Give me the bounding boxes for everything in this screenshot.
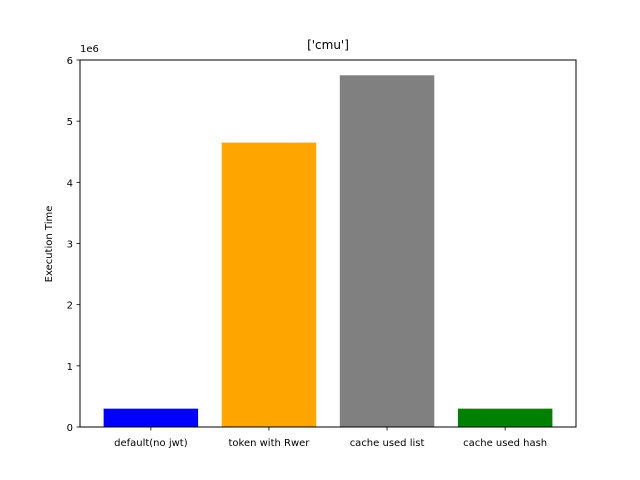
y-tick-label-6: 6	[67, 56, 73, 67]
y-tick-label-2: 2	[67, 301, 73, 312]
y-axis-label: Execution Time	[44, 206, 55, 283]
y-ticks-group: 0 1 2 3 4 5 6	[67, 56, 80, 434]
x-tick-label-3: cache used hash	[463, 438, 547, 449]
bar-0	[103, 408, 199, 427]
x-tick-label-0: default(no jwt)	[114, 438, 188, 449]
bar-1	[221, 142, 317, 427]
y-tick-label-3: 3	[67, 240, 73, 251]
x-tick-label-1: token with Rwer	[228, 438, 310, 449]
y-tick-label-4: 4	[67, 178, 73, 189]
bars-group	[103, 75, 553, 428]
y-offset-text: 1e6	[80, 44, 99, 55]
x-tick-label-2: cache used list	[350, 438, 425, 449]
plot-frame	[79, 59, 577, 428]
bar-3	[457, 408, 553, 427]
chart-title: ['cmu']	[307, 38, 349, 52]
y-tick-label-5: 5	[67, 117, 73, 128]
y-tick-label-1: 1	[67, 362, 73, 373]
y-tick-label-0: 0	[67, 423, 73, 434]
x-ticks-group: default(no jwt) token with Rwer cache used…	[114, 427, 547, 449]
bar-2	[339, 75, 435, 428]
